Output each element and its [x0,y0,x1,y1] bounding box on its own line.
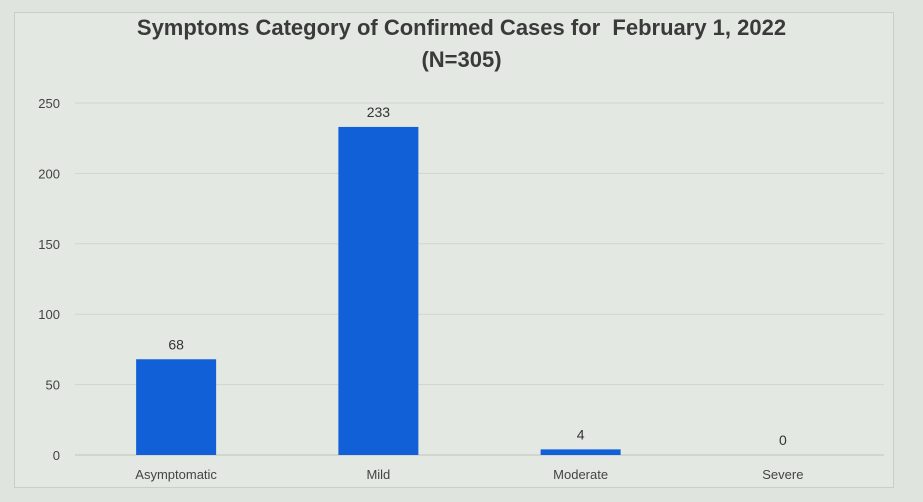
x-tick-label: Moderate [553,467,608,482]
y-tick-label: 50 [46,378,60,393]
data-label: 233 [367,104,391,120]
y-tick-label: 150 [38,237,60,252]
y-tick-label: 250 [38,96,60,111]
x-tick-label: Mild [366,467,390,482]
bar [136,359,217,455]
chart-title: Symptoms Category of Confirmed Cases for… [136,15,787,40]
data-label: 68 [168,336,184,352]
x-tick-label: Asymptomatic [135,467,217,482]
y-tick-label: 100 [38,307,60,322]
y-tick-label: 0 [53,448,60,463]
chart-subtitle: (N=305) [421,47,502,72]
y-tick-label: 200 [38,166,60,181]
chart-title-block: Symptoms Category of Confirmed Cases for… [0,12,923,76]
data-label: 4 [577,426,585,442]
data-label: 0 [779,432,787,448]
x-tick-label: Severe [762,467,803,482]
bar [540,449,621,455]
bar [338,126,419,455]
